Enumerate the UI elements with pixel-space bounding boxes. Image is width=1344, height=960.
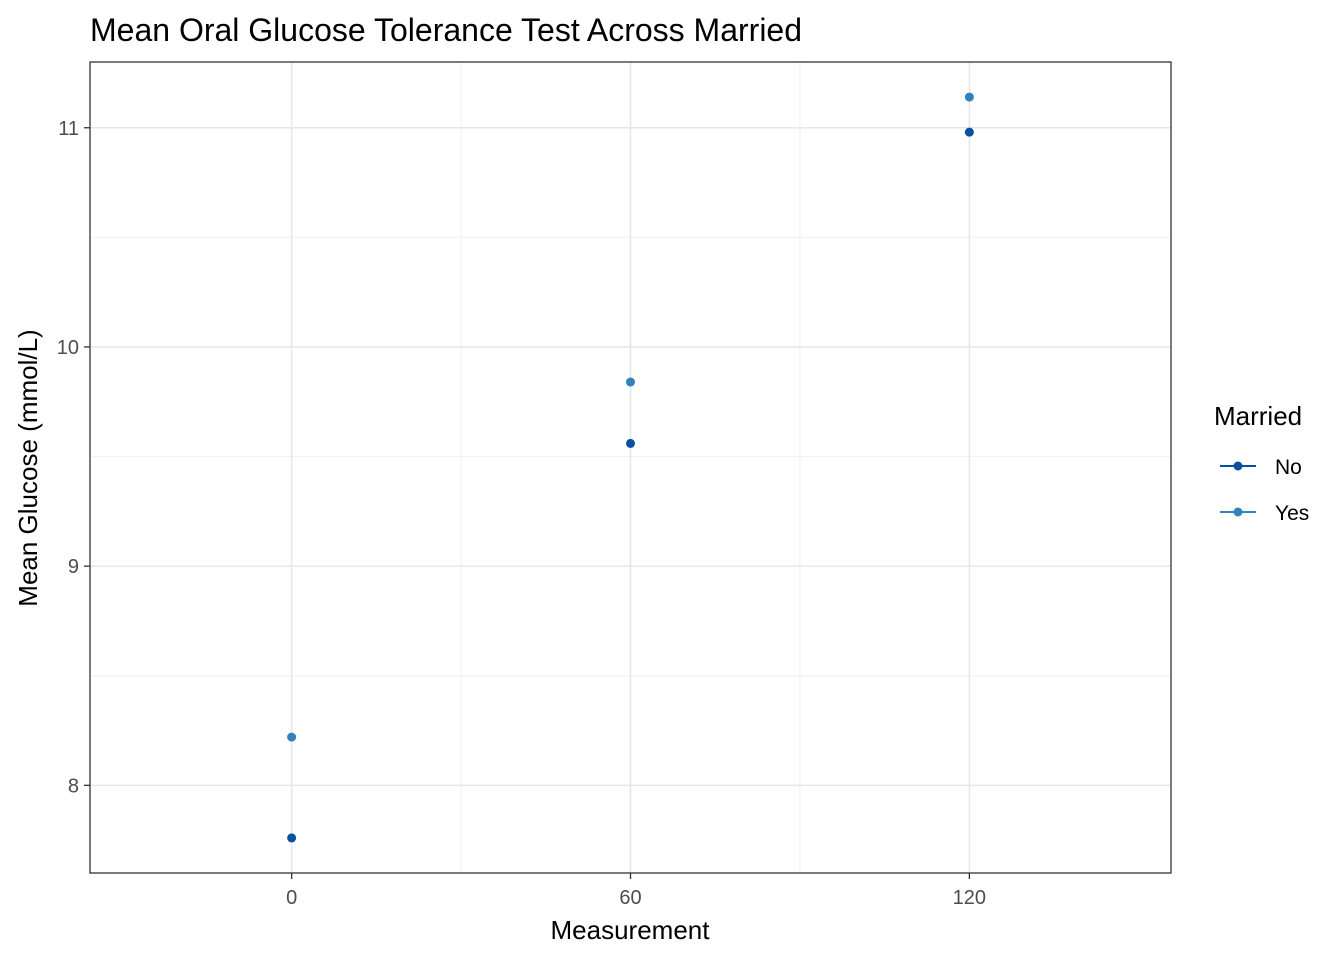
y-tick-label: 9 — [68, 556, 79, 578]
data-point-no — [964, 127, 974, 137]
x-tick-label: 0 — [286, 887, 297, 909]
data-point-no — [626, 438, 635, 448]
data-point-no — [287, 833, 297, 843]
legend-item-yes: Yes — [1220, 502, 1309, 525]
x-axis-title: Measurement — [551, 915, 711, 945]
x-tick-label: 60 — [619, 887, 641, 909]
y-tick-label: 11 — [58, 118, 79, 140]
legend-title: Married — [1214, 401, 1302, 431]
legend-item-no: No — [1220, 456, 1302, 479]
axis-ticks: 8 9 10 11 0 60 120 — [57, 118, 986, 909]
x-tick-label: 120 — [953, 887, 986, 909]
legend: Married No Yes — [1214, 401, 1309, 525]
data-point-yes — [964, 92, 974, 102]
data-point-yes — [626, 377, 635, 387]
legend-items: No Yes — [1220, 456, 1309, 525]
y-tick-label: 10 — [57, 337, 79, 359]
y-tick-label: 8 — [68, 775, 79, 797]
grid-lines — [90, 62, 1171, 873]
y-axis-title: Mean Glucose (mmol/L) — [13, 329, 43, 606]
data-point-yes — [287, 732, 297, 742]
legend-label: Yes — [1275, 502, 1309, 525]
legend-key-point — [1233, 507, 1243, 517]
data-points — [287, 92, 974, 843]
legend-label: No — [1275, 456, 1302, 479]
chart-title: Mean Oral Glucose Tolerance Test Across … — [90, 12, 802, 48]
legend-key-point — [1233, 461, 1243, 471]
plot-panel-border — [89, 61, 1172, 874]
